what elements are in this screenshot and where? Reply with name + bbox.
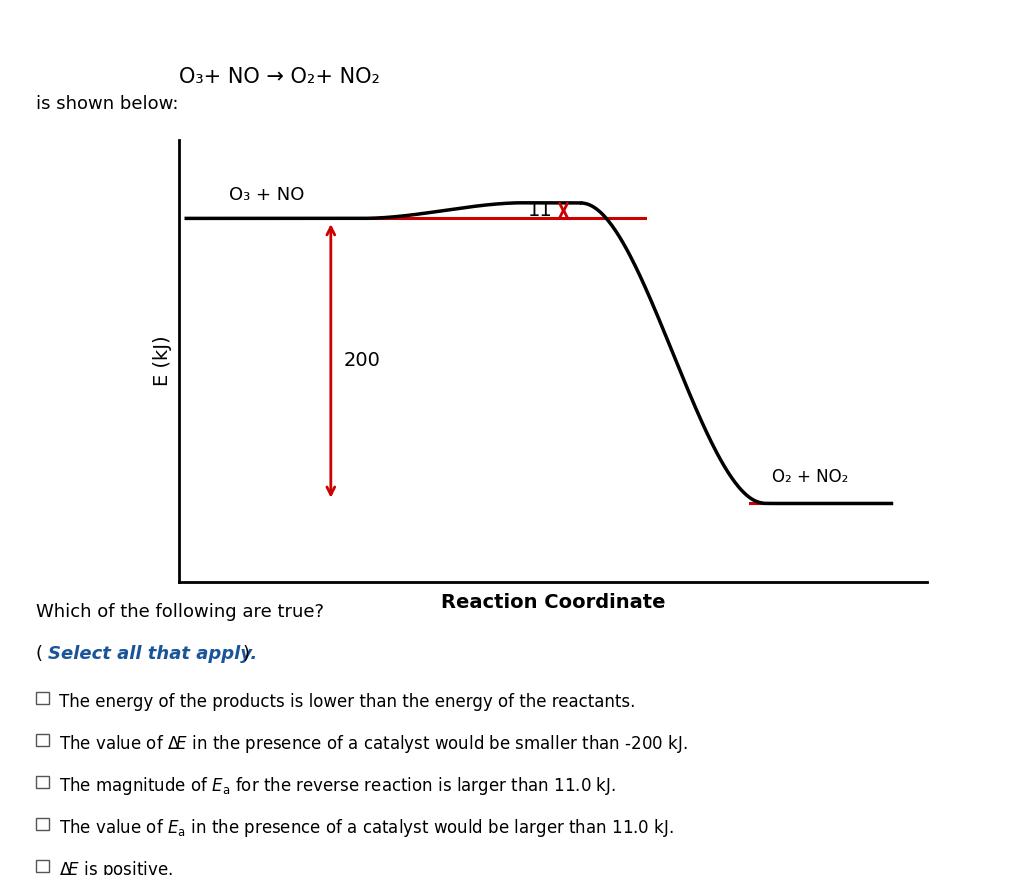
Text: The value of $E_\mathrm{a}$ in the presence of a catalyst would be larger than 1: The value of $E_\mathrm{a}$ in the prese… bbox=[59, 817, 674, 839]
Text: ): ) bbox=[243, 645, 250, 663]
Text: O₃+ NO → O₂+ NO₂: O₃+ NO → O₂+ NO₂ bbox=[179, 67, 380, 88]
X-axis label: Reaction Coordinate: Reaction Coordinate bbox=[440, 593, 666, 612]
Y-axis label: E (kJ): E (kJ) bbox=[154, 336, 172, 386]
Text: The magnitude of $E_\mathrm{a}$ for the reverse reaction is larger than 11.0 kJ.: The magnitude of $E_\mathrm{a}$ for the … bbox=[59, 775, 616, 797]
Text: $\Delta\!E$ is positive.: $\Delta\!E$ is positive. bbox=[59, 859, 173, 875]
Text: O₂ + NO₂: O₂ + NO₂ bbox=[771, 468, 848, 486]
Text: The value of $\Delta\!E$ in the presence of a catalyst would be smaller than -20: The value of $\Delta\!E$ in the presence… bbox=[59, 733, 688, 755]
Text: 200: 200 bbox=[343, 352, 380, 370]
Text: O₃ + NO: O₃ + NO bbox=[228, 186, 304, 204]
Text: (: ( bbox=[36, 645, 43, 663]
Text: 11: 11 bbox=[528, 201, 553, 220]
Text: is shown below:: is shown below: bbox=[36, 95, 178, 114]
Text: Select all that apply.: Select all that apply. bbox=[48, 645, 257, 663]
Text: The energy of the products is lower than the energy of the reactants.: The energy of the products is lower than… bbox=[59, 693, 636, 711]
Text: Which of the following are true?: Which of the following are true? bbox=[36, 603, 324, 621]
